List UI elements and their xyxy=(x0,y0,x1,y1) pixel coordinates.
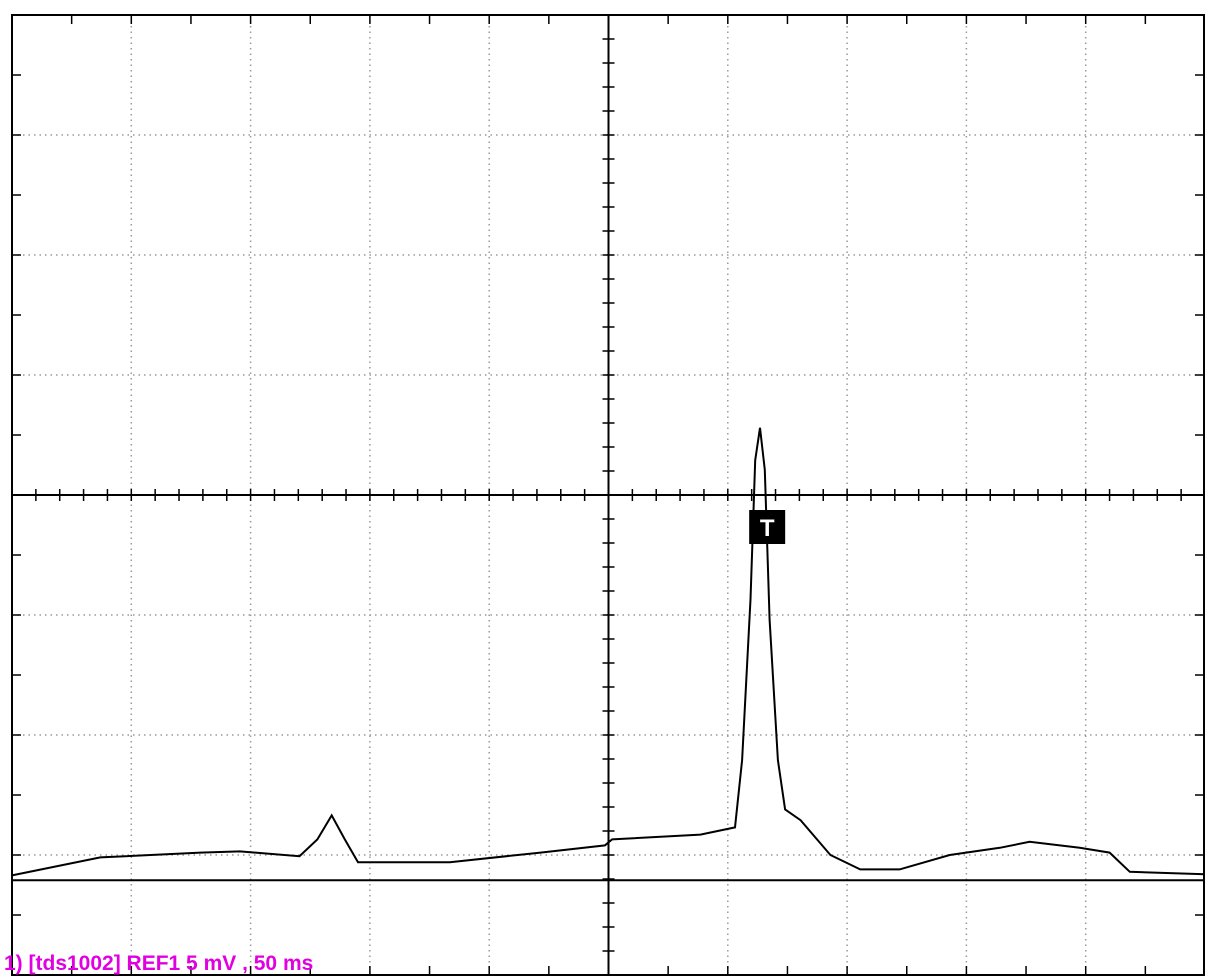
trigger-marker xyxy=(749,510,786,544)
channel-label: 1) [tds1002] REF1 5 mV , 50 ms xyxy=(4,952,313,975)
trigger-label: T xyxy=(760,515,775,542)
